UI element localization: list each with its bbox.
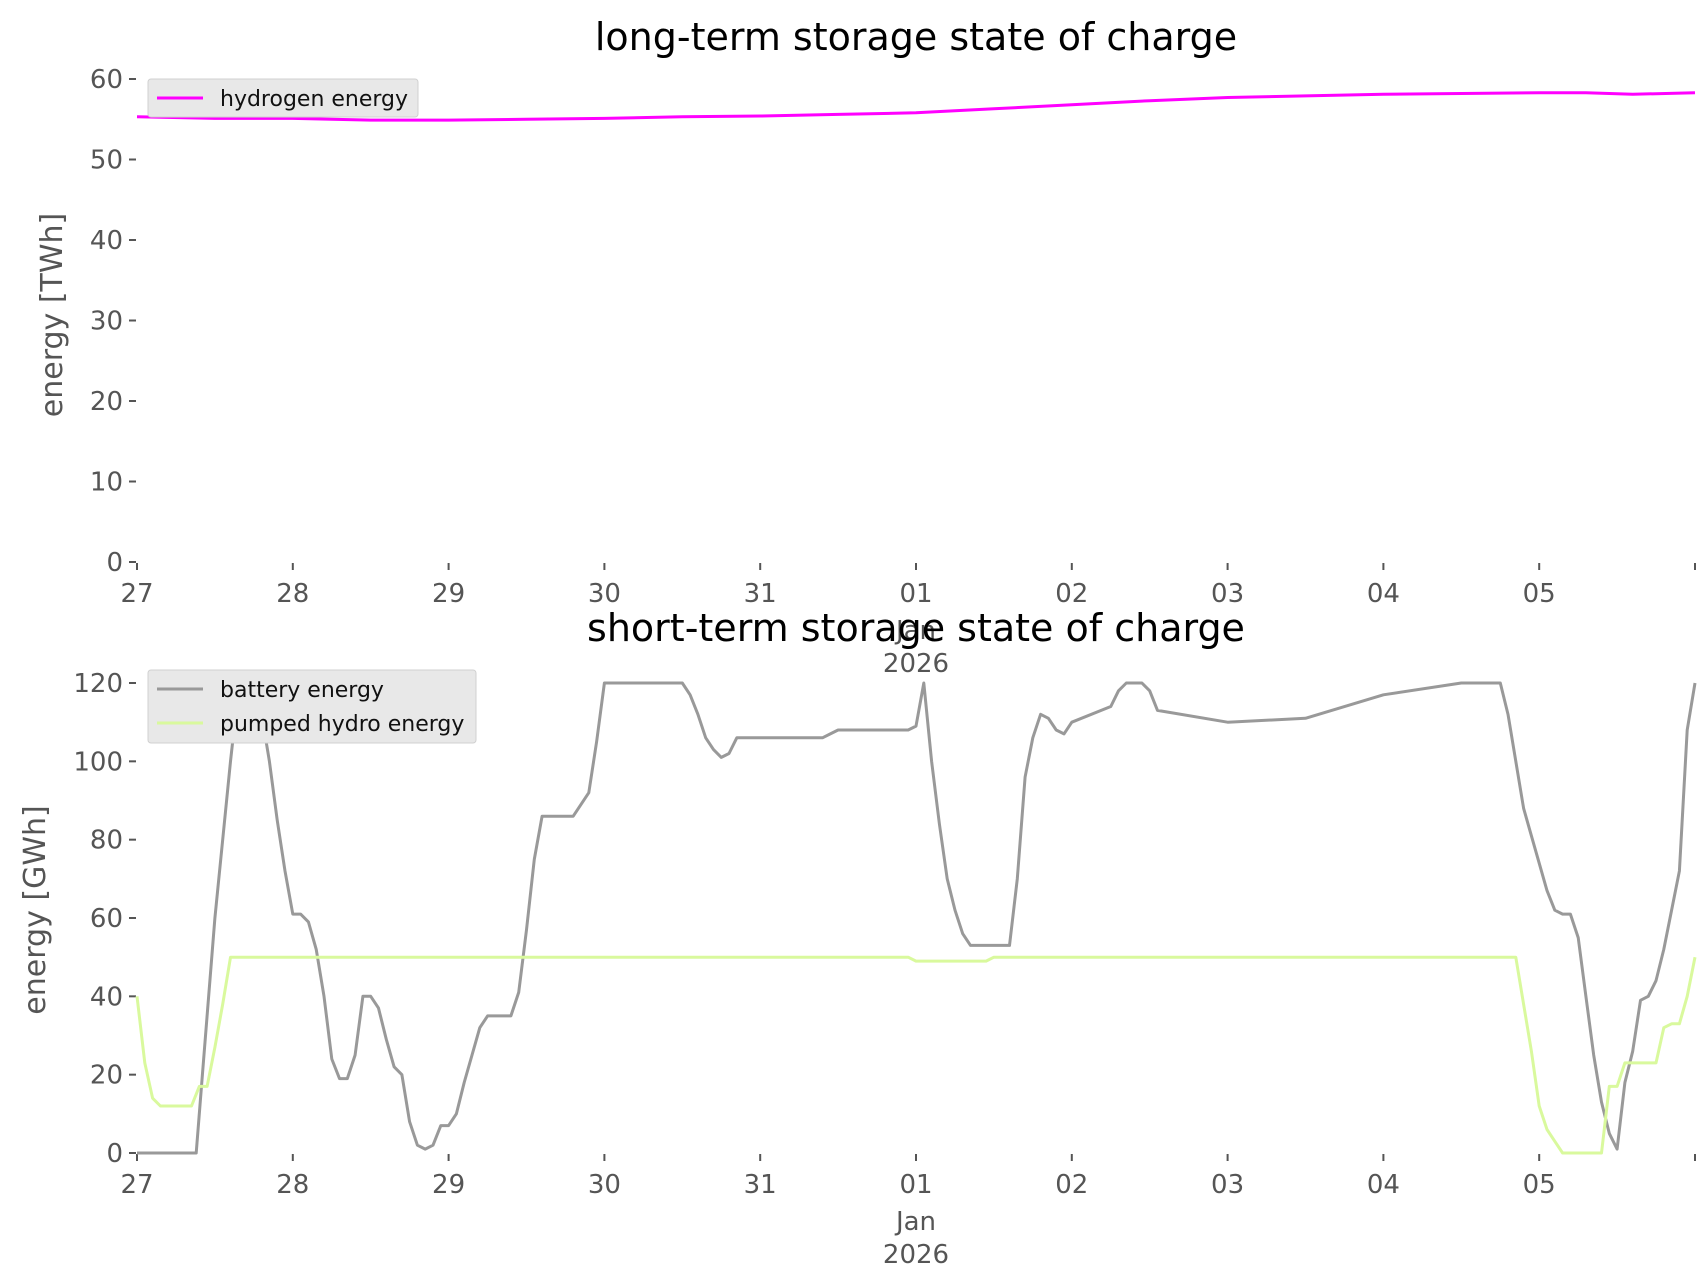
long-term-xtick-label: 28: [276, 579, 309, 609]
long-term-xtick-label: 31: [744, 579, 777, 609]
short-term-ytick-label: 0: [106, 1139, 123, 1169]
long-term-xtick-label: 29: [432, 579, 465, 609]
short-term-xtick-label: 03: [1211, 1170, 1244, 1200]
short-term-xtick-label: 02: [1055, 1170, 1088, 1200]
legend-box: [147, 78, 419, 118]
short-term-ytick-label: 100: [73, 747, 123, 777]
short-term-xtick-label: 01: [899, 1170, 932, 1200]
long-term-xtick-label: 05: [1523, 579, 1556, 609]
long-term-ylabel: energy [TWh]: [35, 213, 70, 417]
long-term-ytick-label: 20: [90, 387, 123, 417]
series-line-pumped-hydro-energy: [135, 955, 1697, 1155]
short-term-xtick-sublabel: Jan: [894, 1207, 936, 1237]
long-term-ytick-label: 50: [90, 146, 123, 176]
short-term-xtick-label: 30: [588, 1170, 621, 1200]
long-term-xtick-label: 27: [120, 579, 153, 609]
short-term-title: short-term storage state of charge: [587, 606, 1245, 650]
legend-label-pumped-hydro: pumped hydro energy: [220, 712, 464, 737]
legend-box: [147, 669, 477, 744]
long-term-lines: [136, 91, 1696, 122]
short-term-xtick-label: 28: [276, 1170, 309, 1200]
short-term-xtick-label: 04: [1367, 1170, 1400, 1200]
long-term-legend: hydrogen energy: [147, 78, 419, 118]
short-term-legend: battery energy pumped hydro energy: [147, 669, 477, 744]
long-term-ytick-label: 60: [90, 65, 123, 95]
short-term-panel: short-term storage state of charge energ…: [18, 606, 1697, 1270]
long-term-xtick-sublabel: Jan: [894, 616, 936, 646]
legend-label-hydrogen: hydrogen energy: [220, 87, 408, 112]
short-term-ytick-label: 120: [73, 669, 123, 699]
short-term-lines: [135, 681, 1697, 1155]
series-line-hydrogen-energy: [136, 91, 1696, 122]
short-term-xtick-label: 27: [120, 1170, 153, 1200]
long-term-xtick-label: 04: [1367, 579, 1400, 609]
long-term-panel: long-term storage state of charge energy…: [35, 15, 1696, 679]
short-term-xtick-label: 29: [432, 1170, 465, 1200]
short-term-ytick-label: 60: [90, 904, 123, 934]
long-term-xtick-label: 02: [1055, 579, 1088, 609]
short-term-ytick-label: 40: [90, 982, 123, 1012]
short-term-ytick-label: 20: [90, 1061, 123, 1091]
short-term-xtick-label: 31: [744, 1170, 777, 1200]
long-term-title: long-term storage state of charge: [595, 15, 1237, 59]
long-term-xtick-label: 03: [1211, 579, 1244, 609]
short-term-xtick-label: 05: [1523, 1170, 1556, 1200]
long-term-xtick-label: 01: [899, 579, 932, 609]
series-line-battery-energy: [137, 681, 1697, 1155]
long-term-ytick-label: 40: [90, 226, 123, 256]
short-term-ytick-label: 80: [90, 826, 123, 856]
long-term-ytick-label: 10: [90, 468, 123, 498]
short-term-yticks: 0 20 40 60 80 100 120: [73, 669, 136, 1169]
long-term-xtick-label: 30: [588, 579, 621, 609]
short-term-ylabel: energy [GWh]: [18, 805, 53, 1014]
long-term-xtick-sublabel: 2026: [883, 649, 949, 679]
long-term-yticks: 0 10 20 30 40 50 60: [90, 65, 136, 578]
short-term-xtick-sublabel: 2026: [883, 1240, 949, 1270]
long-term-ytick-label: 30: [90, 307, 123, 337]
legend-label-battery: battery energy: [220, 678, 384, 703]
long-term-ytick-label: 0: [106, 548, 123, 578]
